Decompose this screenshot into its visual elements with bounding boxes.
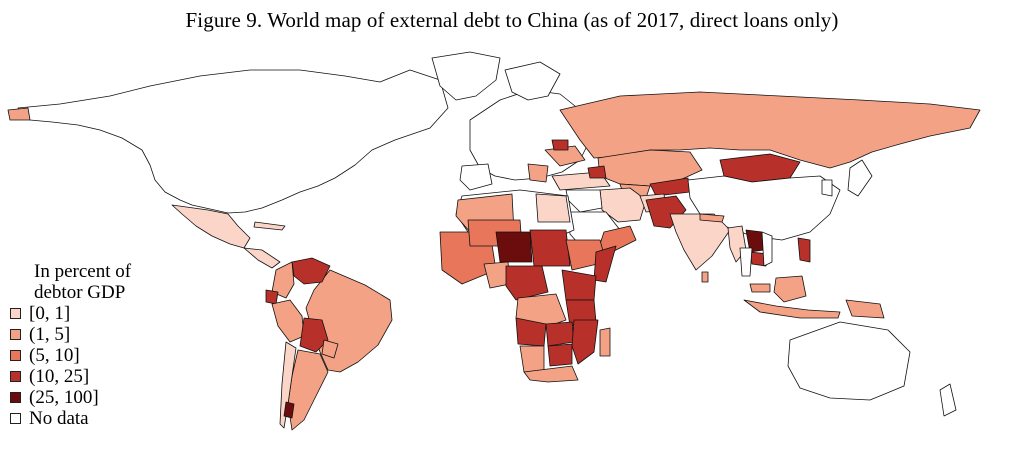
greenland xyxy=(431,51,501,101)
central-africa xyxy=(505,265,549,301)
korea xyxy=(821,179,833,197)
alaska-tip xyxy=(7,107,31,121)
legend-swatch xyxy=(10,329,21,340)
south-tip xyxy=(283,401,295,419)
legend-item: (1, 5] xyxy=(10,324,131,345)
madagascar xyxy=(599,327,611,357)
indonesia xyxy=(743,299,841,319)
iraq-syria xyxy=(565,189,603,213)
belarus xyxy=(551,139,569,151)
philippines xyxy=(797,237,811,263)
legend: In percent of debtor GDP [0, 1] (1, 5] (… xyxy=(10,261,131,429)
paraguay xyxy=(321,339,339,359)
legend-swatch xyxy=(10,392,21,403)
legend-title-line2: debtor GDP xyxy=(34,282,126,303)
iran xyxy=(599,187,647,223)
namibia xyxy=(519,345,545,373)
sri-lanka xyxy=(701,271,709,283)
south-africa xyxy=(523,365,579,383)
legend-label: [0, 1] xyxy=(29,303,71,324)
vietnam xyxy=(761,231,773,267)
legend-swatch xyxy=(10,308,21,319)
legend-swatch xyxy=(10,413,21,424)
zimbabwe xyxy=(547,343,573,367)
iberia xyxy=(459,163,493,191)
peru xyxy=(271,299,305,343)
bolivia xyxy=(299,317,329,353)
legend-swatch xyxy=(10,371,21,382)
malaysia xyxy=(749,283,771,293)
png xyxy=(845,299,885,319)
venezuela xyxy=(291,257,331,285)
legend-item: (5, 10] xyxy=(10,345,131,366)
somalia xyxy=(593,245,617,283)
colombia xyxy=(271,261,295,299)
legend-item: [0, 1] xyxy=(10,303,131,324)
caucasus xyxy=(587,165,607,179)
balkans xyxy=(527,163,549,183)
sudan xyxy=(529,229,571,267)
legend-label: (5, 10] xyxy=(29,345,80,366)
central-america xyxy=(243,247,281,269)
legend-item: (25, 100] xyxy=(10,387,131,408)
legend-item: No data xyxy=(10,408,131,429)
legend-label: (1, 5] xyxy=(29,324,71,345)
new-zealand xyxy=(939,383,957,417)
legend-title-line1: In percent of xyxy=(34,261,132,282)
mozambique xyxy=(571,319,599,365)
ecuador xyxy=(265,289,279,305)
chad-sudan xyxy=(495,231,533,263)
scandinavia xyxy=(504,61,561,101)
legend-item: (10, 25] xyxy=(10,366,131,387)
india xyxy=(669,213,731,271)
figure-title: Figure 9. World map of external debt to … xyxy=(185,8,839,32)
japan xyxy=(847,159,873,197)
legend-label: (25, 100] xyxy=(29,387,99,408)
kenya-uganda xyxy=(561,269,597,301)
borneo xyxy=(773,275,807,303)
legend-label: (10, 25] xyxy=(29,366,90,387)
nepal-bhutan xyxy=(699,213,725,223)
north-america xyxy=(17,69,449,214)
egypt xyxy=(535,193,571,223)
legend-swatch xyxy=(10,350,21,361)
cuba xyxy=(253,221,286,231)
australia xyxy=(787,321,911,401)
legend-label: No data xyxy=(29,408,89,429)
zambia xyxy=(545,321,575,347)
thailand xyxy=(739,247,753,277)
